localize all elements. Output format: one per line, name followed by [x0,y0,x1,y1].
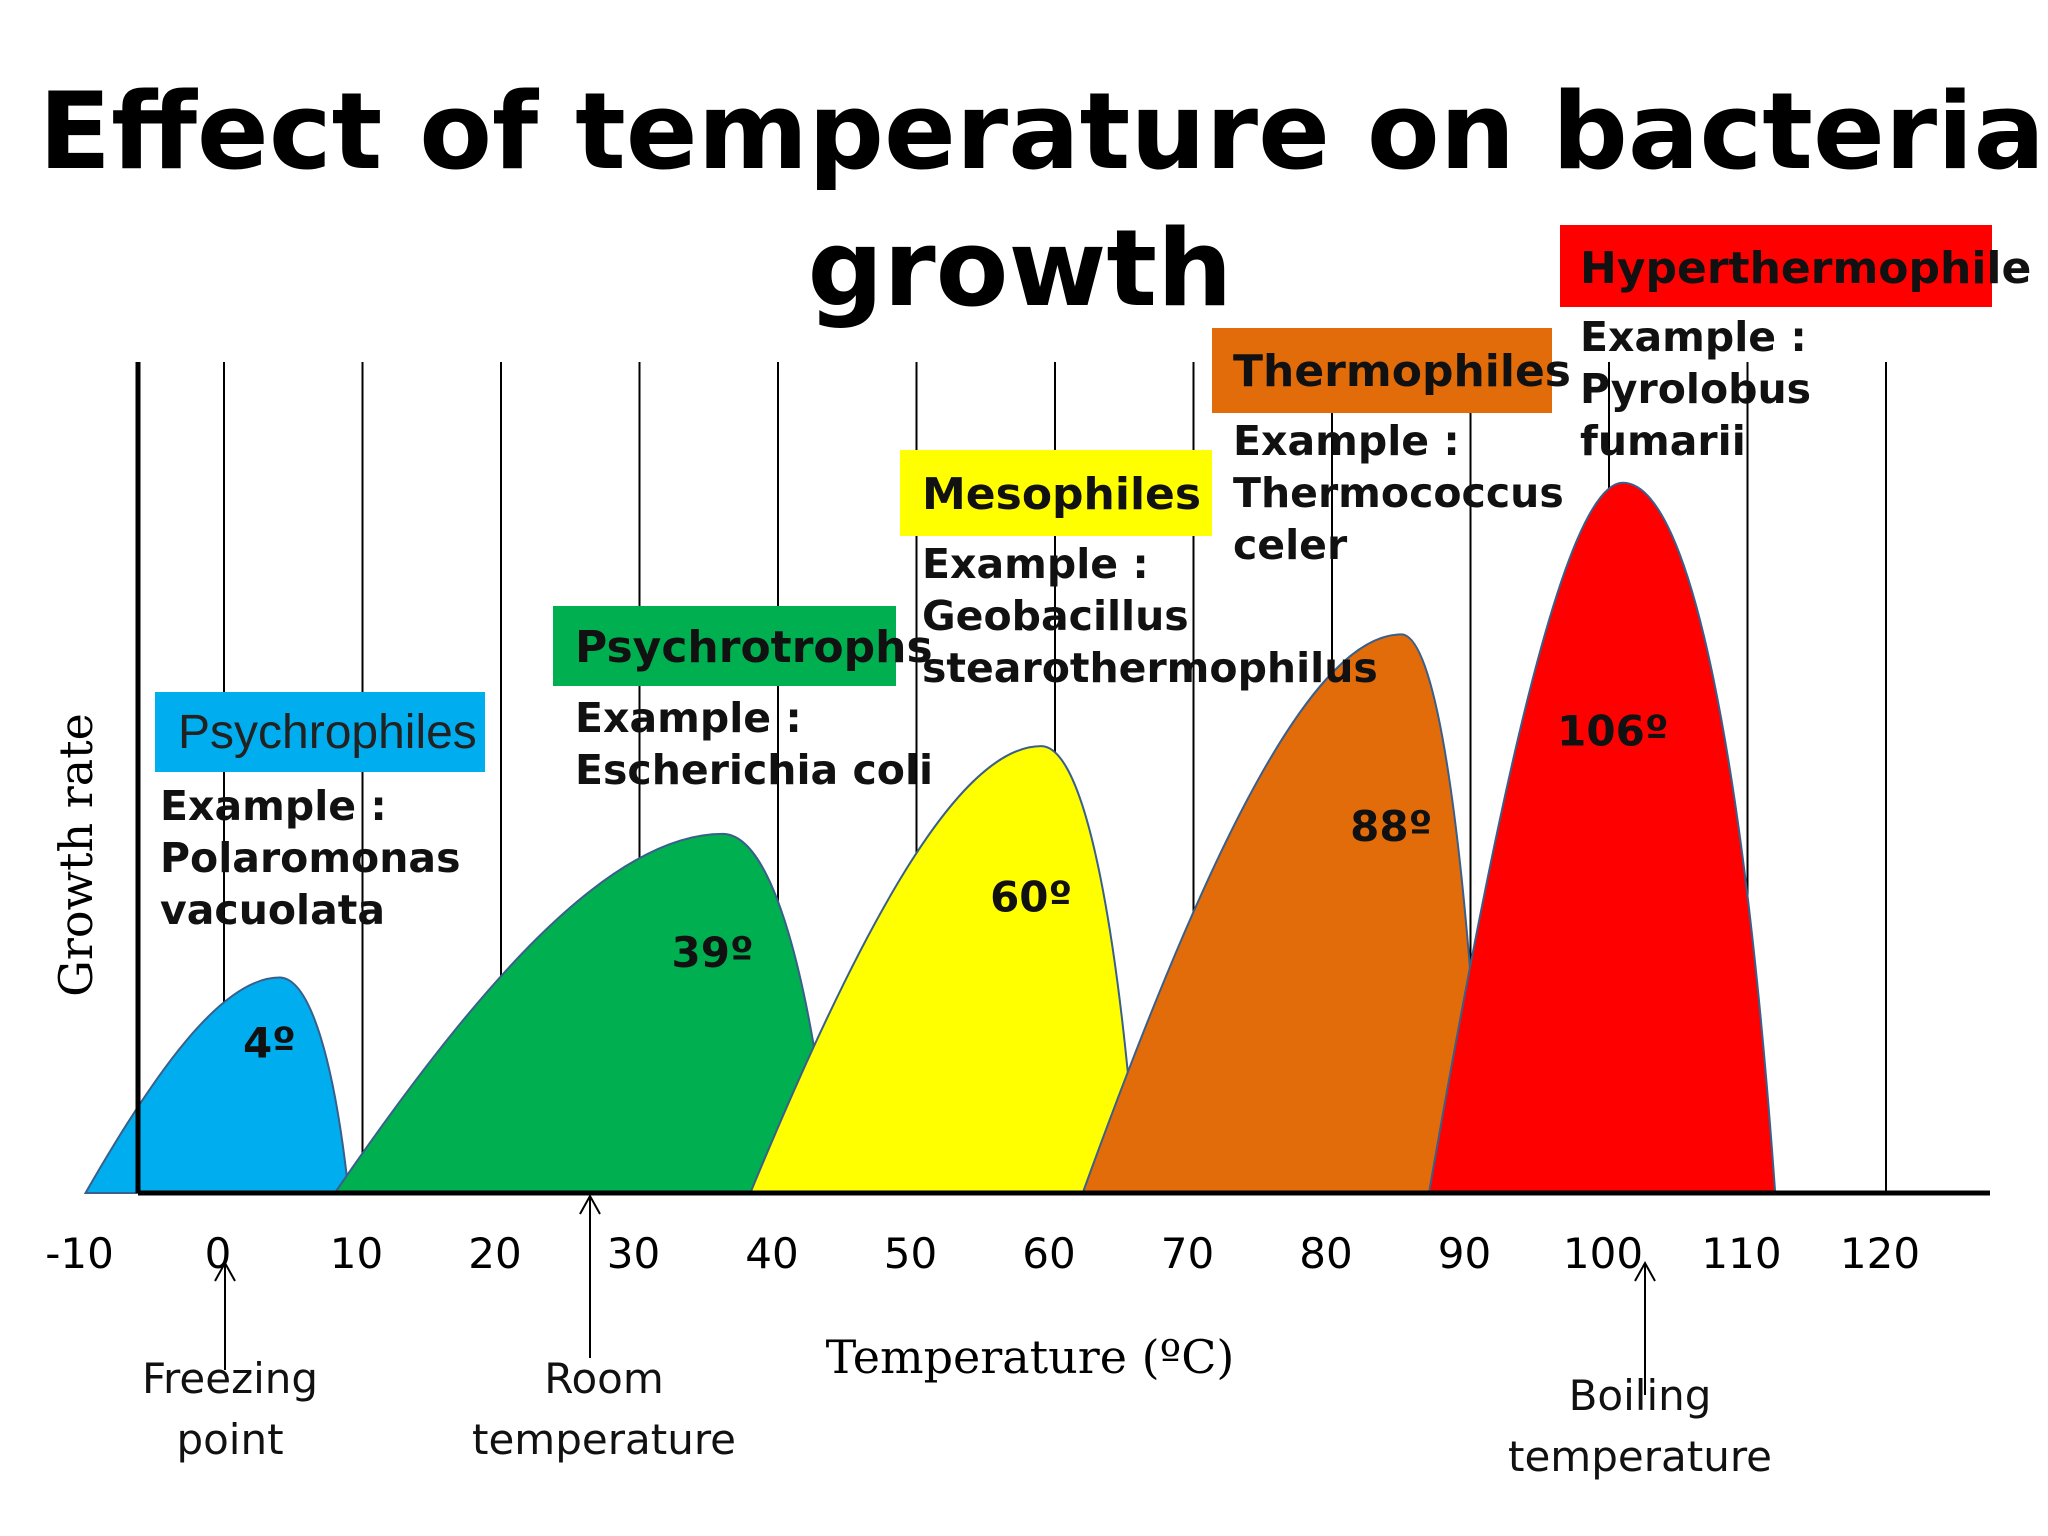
example-text: Example : [160,782,387,830]
group-name: Psychrotrophs [575,622,933,673]
annotation: Boiling temperature [1508,1260,1772,1481]
growth-curve-psychrotrophs [332,832,835,1194]
example-text: Geobacillus [922,592,1189,640]
x-tick-label: 60 [1022,1229,1075,1278]
x-tick-label: 80 [1299,1229,1352,1278]
growth-curve-mesophiles [748,745,1140,1194]
peak-label: 88º [1350,802,1432,851]
group-psychrophiles: Psychrophiles Example :Polaromonasvacuola… [155,692,485,934]
y-axis-label: Growth rate [49,713,103,997]
peak-label: 60º [990,872,1072,921]
example-text: fumarii [1580,417,1746,465]
example-text: Example : [1233,417,1460,465]
annotations: Freezing point Room temperature Boiling tempe… [142,1193,1772,1481]
annotation-text: Boiling [1569,1371,1712,1420]
arrow-head [214,1260,236,1282]
example-text: Escherichia coli [575,746,933,794]
group-label-box [553,606,896,686]
x-tick-label: 10 [330,1229,383,1278]
x-tick-label: 100 [1563,1229,1643,1278]
group-mesophiles: Mesophiles Example :Geobacillusstearother… [900,450,1378,692]
example-text: Example : [1580,313,1807,361]
group-label-box [155,692,485,772]
group-name: Psychrophiles [178,706,477,759]
example-text: Polaromonas [160,834,460,882]
x-tick-label: 50 [884,1229,937,1278]
peak-label: 4º [243,1018,296,1067]
peak-label: 39º [672,928,754,977]
chart-title: Effect of temperature on bacterial growt… [39,70,2048,330]
annotation-text: point [176,1415,283,1464]
example-text: stearothermophilus [922,644,1378,692]
example-text: vacuolata [160,886,385,934]
x-axis-label: Temperature (ºC) [826,1330,1235,1384]
group-name: Hyperthermophile [1580,243,2031,294]
x-tick-label: 30 [607,1229,660,1278]
x-tick-labels: -10 0 10 20 30 40 50 60 70 80 90 100 110 120 [45,1229,1920,1278]
growth-curve-psychrophiles [83,976,350,1194]
growth-curve-hyperthermophile [1427,481,1777,1194]
growth-curve-thermophiles [1081,633,1486,1194]
annotation: Freezing point [142,1260,318,1464]
x-tick-label: 110 [1701,1229,1781,1278]
group-label-box [1212,328,1552,413]
group-name: Mesophiles [922,469,1201,520]
x-tick-label: 0 [205,1229,232,1278]
annotation-text: Freezing [142,1354,318,1403]
axes [135,362,1990,1196]
annotation-text: temperature [472,1415,736,1464]
x-tick-label: 120 [1840,1229,1920,1278]
x-tick-label: 90 [1438,1229,1491,1278]
arrow-head [1634,1260,1656,1282]
example-text: Example : [575,694,802,742]
group-label-box [900,450,1212,536]
example-text: Thermococcus [1233,469,1564,517]
annotation-text: Room [544,1354,664,1403]
annotation-text: temperature [1508,1432,1772,1481]
group-label-box [1560,225,1992,307]
x-tick-label: 40 [745,1229,798,1278]
example-text: Pyrolobus [1580,365,1811,413]
example-text: Example : [922,540,1149,588]
x-tick-label: 70 [1161,1229,1214,1278]
example-text: celer [1233,521,1348,569]
group-name: Thermophiles [1233,346,1571,397]
chart-title-line-2: growth [807,207,1232,330]
chart-title-line-1: Effect of temperature on bacterial [39,70,2048,193]
group-psychrotrophs: Psychrotrophs Example :Escherichia coli [553,606,933,794]
x-tick-label: 20 [468,1229,521,1278]
group-hyperthermophile: Hyperthermophile Example :Pyrolobusfumari… [1560,225,2031,465]
x-tick-label: -10 [45,1229,114,1278]
peak-label: 106º [1557,707,1668,756]
annotation: Room temperature [472,1193,736,1464]
growth-curves: 4º 39º 60º 88º 106º [83,481,1777,1194]
arrow-head [579,1193,601,1215]
